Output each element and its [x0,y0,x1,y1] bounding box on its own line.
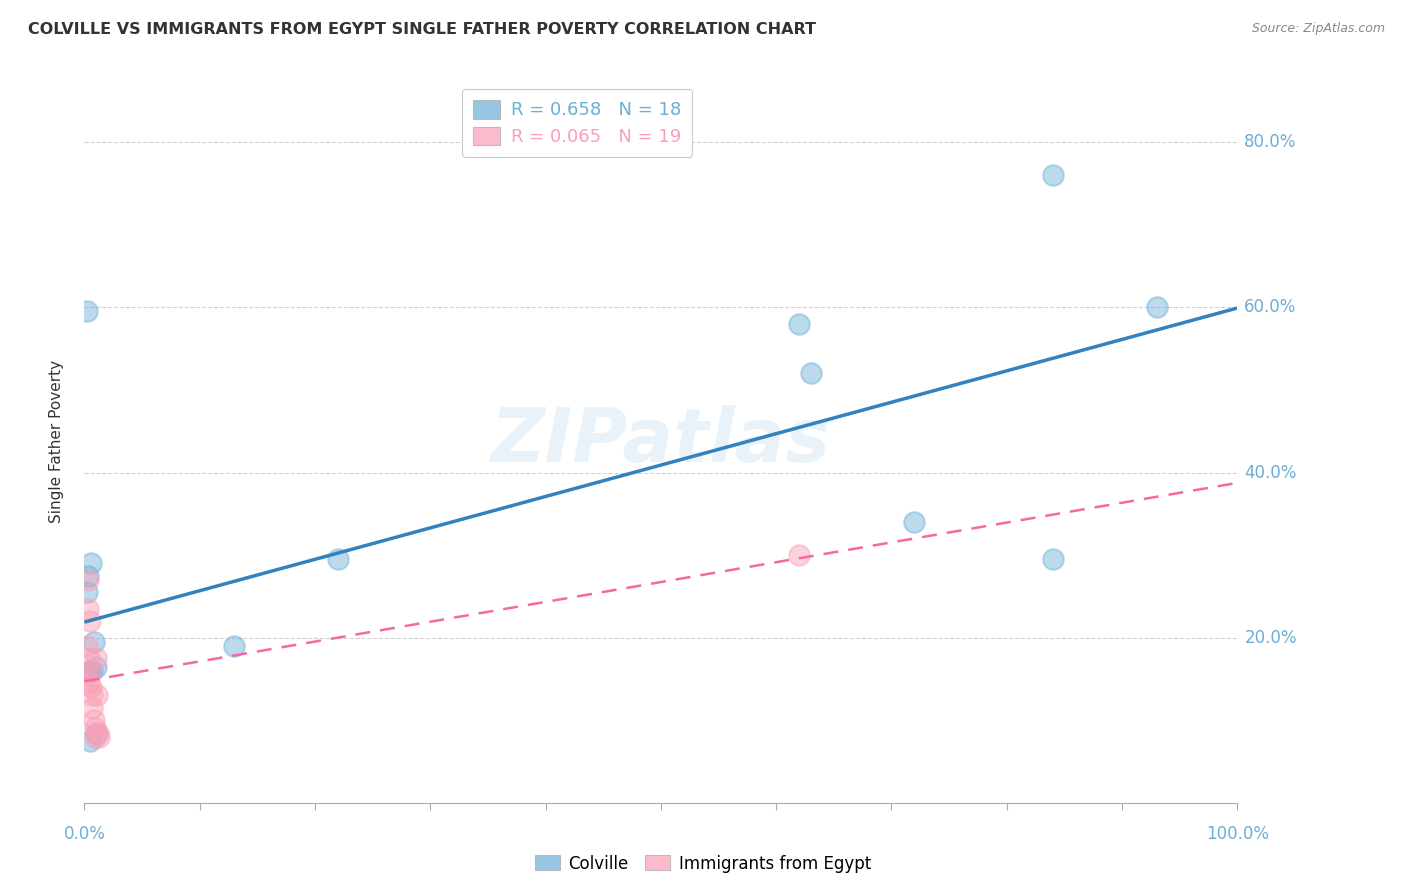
Point [1042,168,1064,182]
Point [79,734,101,748]
Point [76,601,98,615]
Text: 40.0%: 40.0% [1244,464,1296,482]
Point [84,659,107,673]
Point [84,725,107,739]
Point [224,639,246,653]
Point [76,585,98,599]
Point [787,548,810,562]
Text: 20.0%: 20.0% [1244,629,1296,647]
Point [84,651,107,665]
Point [79,614,101,628]
Legend: R = 0.658   N = 18, R = 0.065   N = 19: R = 0.658 N = 18, R = 0.065 N = 19 [463,89,692,157]
Point [83,722,105,736]
Point [89,730,111,744]
Point [903,515,925,529]
Text: COLVILLE VS IMMIGRANTS FROM EGYPT SINGLE FATHER POVERTY CORRELATION CHART: COLVILLE VS IMMIGRANTS FROM EGYPT SINGLE… [28,22,815,37]
Point [800,367,823,381]
Point [82,701,104,715]
Point [83,730,105,744]
Point [80,557,103,571]
Point [86,689,108,703]
Text: ZIPatlas: ZIPatlas [491,405,831,478]
Point [80,664,103,678]
Point [76,568,98,582]
Point [87,725,110,739]
Point [76,573,98,587]
Text: 60.0%: 60.0% [1244,298,1296,317]
Point [787,317,810,331]
Point [82,664,104,678]
Point [82,689,104,703]
Point [1146,301,1168,315]
Point [76,304,98,318]
Legend: Colville, Immigrants from Egypt: Colville, Immigrants from Egypt [529,848,877,880]
Point [83,713,105,727]
Point [83,634,105,648]
Text: 100.0%: 100.0% [1206,825,1268,843]
Text: Source: ZipAtlas.com: Source: ZipAtlas.com [1251,22,1385,36]
Text: 80.0%: 80.0% [1244,133,1296,152]
Point [77,676,100,690]
Point [76,639,98,653]
Point [77,651,100,665]
Point [75,668,97,682]
Point [1042,552,1064,566]
Text: 0.0%: 0.0% [63,825,105,843]
Y-axis label: Single Father Poverty: Single Father Poverty [49,360,63,523]
Point [80,680,103,694]
Point [326,552,349,566]
Point [77,664,100,678]
